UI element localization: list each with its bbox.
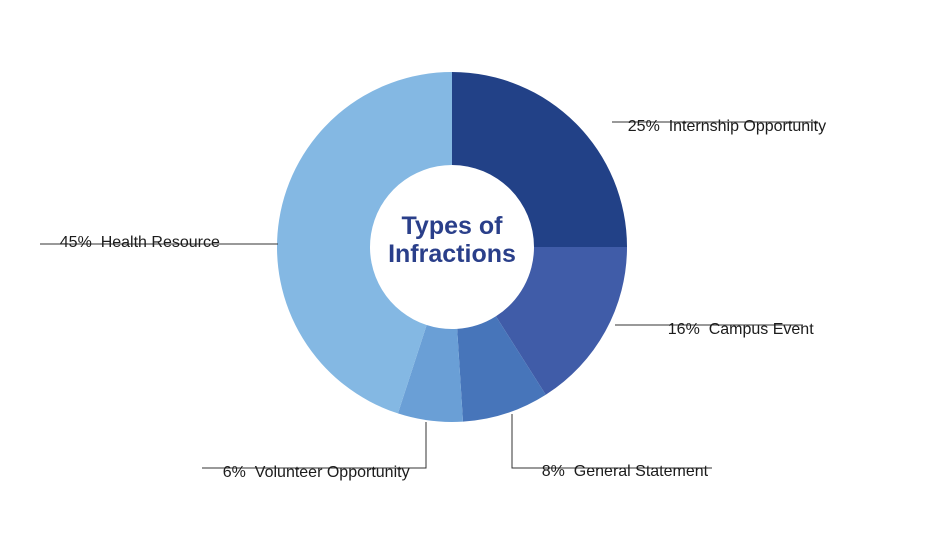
- slice-percent: 45%: [59, 234, 101, 251]
- slice-name: General Statement: [573, 463, 709, 480]
- slice-percent: 25%: [627, 118, 669, 135]
- slice-label-campus-event: 16% Campus Event: [650, 303, 814, 357]
- donut-slice-internship-opportunity: [452, 72, 627, 247]
- slice-name: Health Resource: [100, 234, 220, 251]
- donut-slice-volunteer-opportunity: [397, 324, 463, 422]
- slice-label-internship-opportunity: 25% Internship Opportunity: [610, 100, 826, 154]
- leader-line: [511, 414, 712, 469]
- leader-line: [202, 422, 427, 469]
- slice-label-general-statement: 8% General Statement: [524, 445, 708, 499]
- slice-label-volunteer-opportunity: 6% Volunteer Opportunity: [205, 446, 410, 500]
- donut-slice-campus-event: [495, 247, 627, 395]
- slice-percent: 8%: [541, 463, 574, 480]
- slice-percent: 16%: [667, 321, 709, 338]
- slice-name: Campus Event: [708, 321, 814, 338]
- slice-name: Internship Opportunity: [668, 118, 827, 135]
- donut-slice-health-resource: [277, 72, 452, 414]
- slice-percent: 6%: [222, 464, 255, 481]
- slice-label-health-resource: 45% Health Resource: [42, 216, 220, 270]
- slice-name: Volunteer Opportunity: [254, 464, 410, 481]
- donut-slice-general-statement: [457, 316, 546, 422]
- chart-title: Types of Infractions: [388, 212, 516, 268]
